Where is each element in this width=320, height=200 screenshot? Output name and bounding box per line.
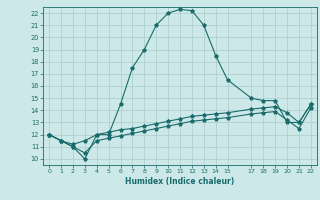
X-axis label: Humidex (Indice chaleur): Humidex (Indice chaleur) xyxy=(125,177,235,186)
